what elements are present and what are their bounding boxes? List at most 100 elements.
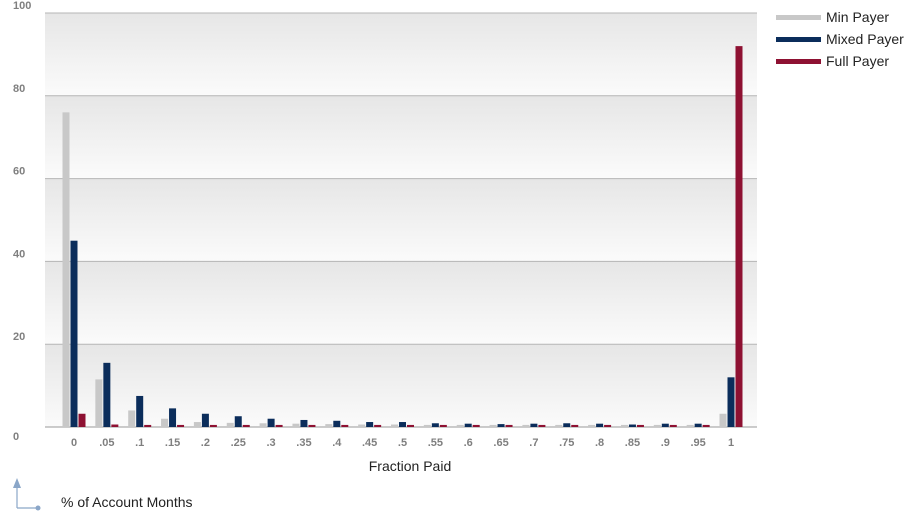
- bar-min-payer: [391, 424, 398, 427]
- x-axis-label: Fraction Paid: [369, 458, 451, 474]
- y-tick-label: 20: [13, 331, 25, 343]
- y-tick-label: 60: [13, 166, 25, 178]
- legend-label: Min Payer: [826, 9, 889, 25]
- bar-mixed-payer: [169, 408, 177, 427]
- bar-mixed-payer: [530, 423, 538, 427]
- x-tick-label: .8: [595, 437, 604, 449]
- bar-mixed-payer: [136, 395, 144, 427]
- bar-mixed-payer: [661, 423, 669, 427]
- legend-swatch: [776, 59, 821, 64]
- legend-label: Full Payer: [826, 53, 889, 69]
- bar-mixed-payer: [464, 423, 472, 427]
- bar-min-payer: [489, 424, 497, 427]
- bar-min-payer: [456, 424, 464, 427]
- bar-full-payer: [177, 424, 185, 427]
- bar-min-payer: [653, 424, 661, 427]
- bar-mixed-payer: [727, 377, 735, 427]
- grid-band: [45, 261, 757, 345]
- bar-full-payer: [439, 424, 447, 427]
- bar-min-payer: [555, 424, 563, 427]
- bar-min-payer: [161, 418, 169, 427]
- bar-min-payer: [358, 424, 366, 427]
- y-tick-label: 40: [13, 248, 25, 260]
- bar-full-payer: [472, 424, 480, 427]
- bar-mixed-payer: [333, 420, 341, 427]
- bar-full-payer: [538, 424, 546, 427]
- bar-full-payer: [209, 424, 217, 427]
- legend-label: Mixed Payer: [826, 31, 904, 47]
- bar-min-payer: [62, 112, 70, 428]
- x-tick-label: .25: [231, 437, 246, 449]
- x-tick-label: .05: [99, 437, 114, 449]
- bar-min-payer: [259, 423, 267, 427]
- y-tick-label: 80: [13, 83, 25, 95]
- y-tick-label: 100: [13, 0, 31, 12]
- x-tick-label: .45: [362, 437, 377, 449]
- bar-min-payer: [686, 424, 694, 427]
- x-tick-label: .7: [529, 437, 538, 449]
- bar-full-payer: [242, 424, 250, 427]
- bar-min-payer: [588, 424, 596, 427]
- bar-mixed-payer: [366, 422, 374, 427]
- y-axis-ticks: 0 20 40 60 80 100: [13, 0, 31, 443]
- grid-band: [45, 95, 757, 179]
- x-axis-ticks: 0 .05 .1 .15 .2 .25 .3 .35 .4 .45 .5 .55 .6 .65 .7 .75.…: [71, 437, 734, 449]
- x-tick-label: .3: [267, 437, 276, 449]
- bar-full-payer: [111, 424, 119, 427]
- bar-full-payer: [407, 424, 414, 427]
- grid-band: [45, 13, 757, 96]
- bar-mixed-payer: [70, 240, 78, 427]
- x-tick-label: .9: [661, 437, 670, 449]
- bar-min-payer: [95, 379, 103, 427]
- bar-full-payer: [669, 424, 677, 427]
- bar-mixed-payer: [563, 423, 571, 427]
- bar-full-payer: [374, 424, 382, 427]
- x-tick-label: .15: [165, 437, 180, 449]
- bar-min-payer: [193, 422, 201, 427]
- bar-mixed-payer: [267, 418, 275, 427]
- bar-full-payer: [308, 424, 316, 427]
- bar-min-payer: [128, 410, 136, 427]
- x-tick-label: .55: [428, 437, 443, 449]
- plot-background: [45, 13, 757, 427]
- x-tick-label: .2: [201, 437, 210, 449]
- y-tick-label: 0: [13, 431, 19, 443]
- bar-min-payer: [325, 424, 333, 427]
- bar-full-payer: [702, 424, 710, 427]
- bar-mixed-payer: [103, 362, 111, 427]
- bar-full-payer: [505, 424, 513, 427]
- bar-full-payer: [604, 424, 612, 427]
- bar-min-payer: [719, 413, 727, 427]
- bar-mixed-payer: [201, 413, 209, 427]
- grid-band: [45, 344, 757, 427]
- y-axis-label: % of Account Months: [61, 494, 193, 510]
- legend-swatch: [776, 37, 821, 42]
- bar-full-payer: [735, 46, 743, 428]
- grid-band: [45, 178, 757, 262]
- bar-mixed-payer: [497, 424, 505, 427]
- bar-full-payer: [341, 424, 349, 427]
- x-tick-label: .85: [625, 437, 640, 449]
- x-tick-label: .1: [135, 437, 144, 449]
- bar-min-payer: [292, 423, 300, 427]
- bar-full-payer: [144, 424, 152, 427]
- bar-mixed-payer: [596, 423, 604, 427]
- bar-mixed-payer: [628, 424, 636, 427]
- bar-full-payer: [571, 424, 579, 427]
- x-tick-label: 1: [728, 437, 734, 449]
- bar-mixed-payer: [300, 419, 308, 427]
- bar-mixed-payer: [399, 422, 406, 427]
- bar-full-payer: [78, 413, 86, 427]
- bar-full-payer: [636, 424, 644, 427]
- x-tick-label: .95: [691, 437, 706, 449]
- x-tick-label: .35: [296, 437, 311, 449]
- bar-mixed-payer: [234, 416, 242, 427]
- legend: Min Payer Mixed Payer Full Payer: [776, 9, 904, 69]
- x-tick-label: 0: [71, 437, 77, 449]
- bar-mixed-payer: [694, 423, 702, 427]
- x-tick-label: .65: [493, 437, 508, 449]
- bar-min-payer: [423, 424, 431, 427]
- bar-min-payer: [226, 422, 234, 427]
- bar-full-payer: [275, 424, 283, 427]
